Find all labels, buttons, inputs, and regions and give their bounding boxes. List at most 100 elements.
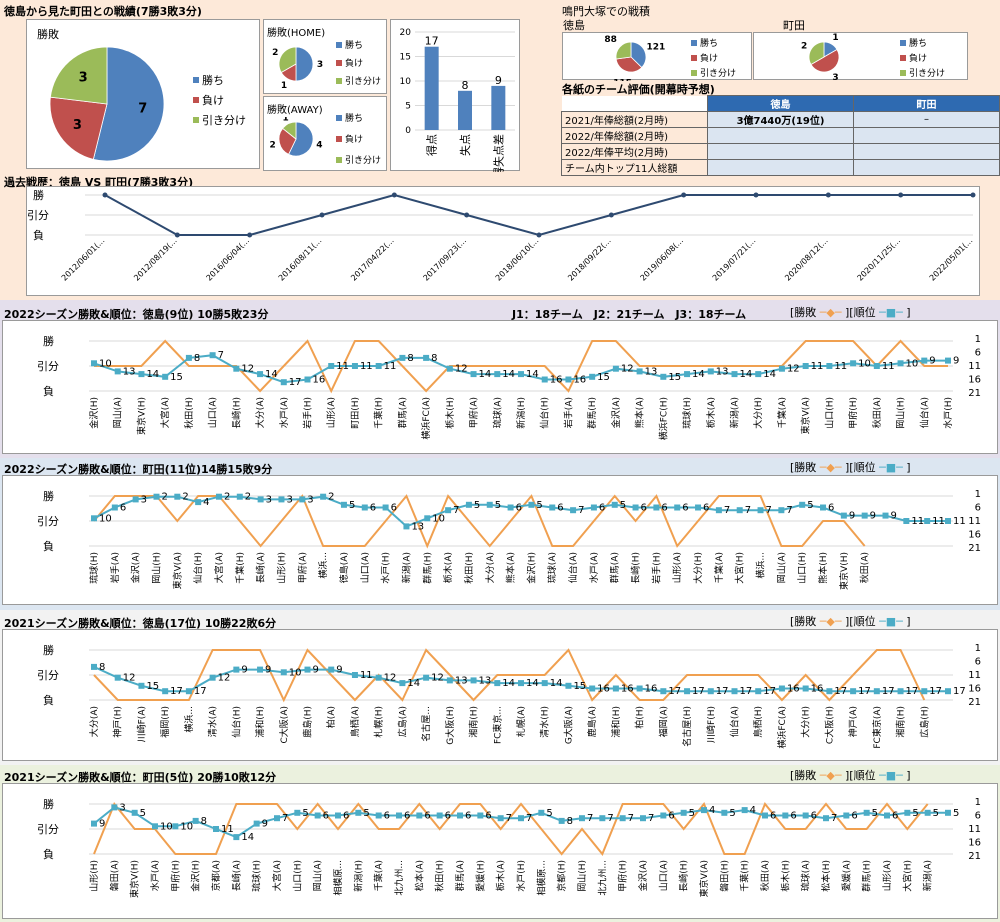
rank-point	[494, 371, 501, 378]
rank-data-label: 5	[933, 808, 939, 819]
rank-data-label: 6	[703, 503, 709, 514]
rank-data-label: 16	[550, 375, 563, 386]
x-tick-label: 新潟(H)	[515, 397, 527, 429]
goals-bar-svg: 0 5 10 15 20 17 得点 8 失点 9 得失点差	[400, 28, 515, 172]
rank-point	[253, 820, 260, 827]
season-title-2: 2022シーズン勝敗&順位：町田(11位)14勝15敗9分	[4, 463, 273, 476]
x-tick-label: 2018/09/22(...	[566, 236, 613, 283]
rank-point	[538, 809, 545, 816]
rank-data-label: 13	[123, 366, 136, 377]
x-tick-label: 2016/06/04(...	[205, 236, 252, 283]
rank-point	[897, 688, 904, 695]
rank-data-label: 11	[811, 361, 824, 372]
x-tick-label: 甲府(A)	[468, 397, 480, 428]
y-label: 引分	[37, 668, 59, 682]
rank-point	[762, 812, 768, 819]
x-tick-label: 山口(H)	[824, 397, 835, 429]
rank-data-label: 6	[445, 811, 451, 822]
history-point	[102, 192, 108, 198]
y-label: 引分	[37, 359, 59, 373]
x-tick-label: 名古屋...	[420, 706, 432, 742]
rank-point	[695, 504, 702, 511]
x-tick-label: 町田(H)	[350, 397, 361, 429]
y-label: 勝	[43, 797, 54, 811]
rank-tick-label: 6	[975, 348, 981, 359]
x-tick-label: 群馬(A)	[454, 860, 466, 891]
rank-data-label: 8	[201, 816, 207, 827]
rank-point	[820, 504, 827, 511]
rank-tick-label: 1	[975, 489, 981, 500]
x-tick-label: 山形(A)	[671, 552, 683, 583]
rank-data-label: 14	[550, 678, 563, 689]
rank-point	[684, 371, 691, 378]
rank-point	[340, 501, 347, 508]
x-tick-label: 仙台(H)	[539, 397, 551, 429]
rank-data-label: 9	[265, 665, 271, 676]
pie-data-label: 3	[832, 73, 838, 81]
rank-line	[93, 495, 948, 528]
rank-point	[873, 688, 880, 695]
rank-point	[335, 812, 341, 819]
rank-point	[863, 809, 870, 816]
history-point	[681, 192, 687, 198]
rank-point	[280, 669, 287, 676]
x-tick-label: 岡山(A)	[113, 397, 124, 428]
x-tick-label: 熊本(A)	[505, 552, 517, 583]
x-tick-label: 熊本(H)	[817, 552, 829, 584]
rank-data-label: 16	[573, 375, 586, 386]
rank-data-label: 6	[384, 811, 390, 822]
home-pie-panel: 勝敗(HOME) 3 1 2 勝ち 負け 引き分け	[263, 19, 387, 94]
history-point	[391, 192, 397, 198]
rank-data-label: 6	[851, 811, 857, 822]
rank-point	[423, 354, 430, 361]
rank-data-label: 7	[724, 505, 730, 516]
x-tick-label: 山口(H)	[797, 552, 808, 584]
rank-point	[945, 809, 951, 816]
rank-point	[674, 504, 681, 511]
x-tick-label: 金沢(A)	[637, 860, 649, 891]
x-tick-label: 琉球(A)	[546, 552, 558, 583]
rank-point	[541, 376, 548, 383]
rank-data-label: 11	[336, 361, 349, 372]
x-tick-label: 失点	[459, 134, 472, 156]
y-tick-label: 20	[400, 28, 412, 38]
eval-header-tokushima: 徳島	[707, 95, 854, 112]
x-tick-label: 山形(A)	[325, 397, 337, 428]
rank-point	[304, 376, 311, 383]
y-label: 勝	[43, 643, 54, 657]
rank-point	[611, 501, 618, 508]
rank-data-label: 15	[573, 681, 586, 692]
rank-data-label: 14	[502, 369, 515, 380]
rank-point	[755, 688, 762, 695]
pie-data-label: 1	[281, 81, 287, 91]
rank-data-label: 7	[786, 505, 792, 516]
eval-row: 2022/年俸平均(2月時)	[561, 143, 1000, 160]
x-tick-label: 2017/04/22(...	[349, 236, 396, 283]
rank-point	[721, 809, 728, 816]
rank-data-label: 6	[811, 811, 817, 822]
rank-point	[138, 682, 145, 689]
rank-point	[399, 680, 406, 687]
y-label: 勝	[43, 334, 54, 348]
rank-data-label: 4	[750, 805, 756, 816]
rank-point	[233, 666, 240, 673]
x-tick-label: 仙台(A)	[567, 552, 579, 583]
rank-data-label: 7	[578, 505, 584, 516]
rank-point	[233, 365, 240, 372]
season-legend-1: [勝敗 ─◆─ ][順位 ─■─ ]	[790, 306, 911, 319]
x-tick-label: 神戸(A)	[847, 706, 859, 737]
x-tick-label: 水戸(A)	[149, 860, 161, 891]
rank-data-label: 13	[645, 366, 658, 377]
rank-tick-label: 16	[968, 375, 981, 386]
rank-data-label: 7	[453, 505, 459, 516]
rank-data-label: 11	[882, 361, 895, 372]
x-tick-label: 鳥栖(H)	[752, 706, 764, 738]
rank-point	[736, 507, 743, 514]
x-tick-label: 水戸(H)	[515, 860, 527, 892]
x-tick-label: 柏(A)	[325, 706, 337, 728]
pie-slice-loss	[810, 48, 840, 73]
